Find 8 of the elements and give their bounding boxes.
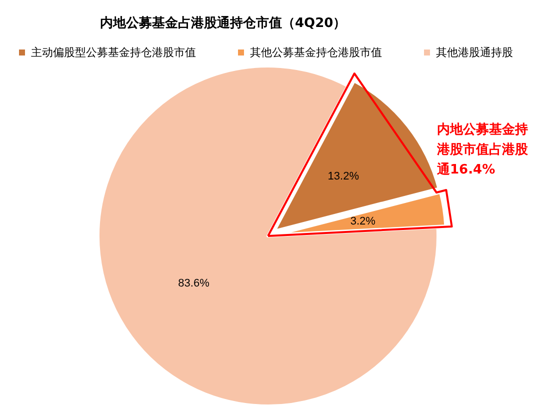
legend-label: 主动偏股型公募基金持仓港股市值 xyxy=(31,46,196,59)
data-label: 83.6% xyxy=(178,277,210,290)
legend-label: 其他港股通持股 xyxy=(436,46,513,59)
data-label: 3.2% xyxy=(350,215,376,228)
legend-label: 其他公募基金持仓港股市值 xyxy=(250,46,382,59)
text: 内地公募基金持港股市值占港股通16.4% xyxy=(436,122,529,178)
chart-title: 内地公募基金占港股通持仓市值（4Q20） xyxy=(100,15,346,31)
data-label: 13.2% xyxy=(328,170,360,183)
